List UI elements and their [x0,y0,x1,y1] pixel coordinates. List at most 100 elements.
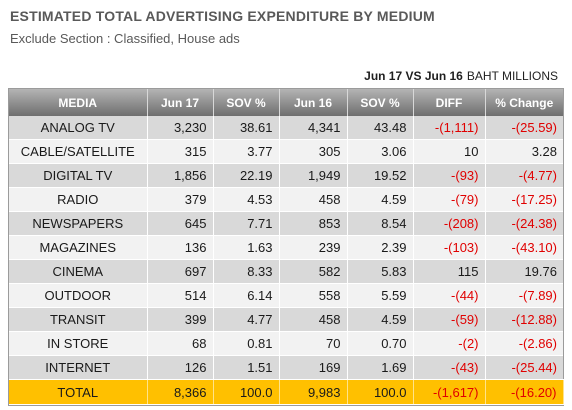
jun17-cell: 1,856 [147,163,214,188]
change-cell: 19.76 [485,259,563,284]
jun16-cell: 70 [279,331,348,356]
jun16-cell: 853 [279,211,348,236]
period-comparison: Jun 17 VS Jun 16 [364,69,463,83]
sov17-cell: 38.61 [213,116,280,140]
table-row: NEWSPAPERS 645 7.71 853 8.54 -(208) -(24.38) [9,211,563,236]
expenditure-table-container: MEDIA Jun 17 SOV % Jun 16 SOV % DIFF % C… [8,88,564,406]
table-row: CABLE/SATELLITE 315 3.77 305 3.06 10 3.28 [9,139,563,164]
table-row: OUTDOOR 514 6.14 558 5.59 -(44) -(7.89) [9,283,563,308]
sov17-cell: 1.51 [213,355,280,380]
col-header-sov17: SOV % [213,89,280,116]
diff-cell: -(93) [413,163,486,188]
sov16-cell: 4.59 [347,307,414,332]
col-header-media: MEDIA [9,89,148,116]
change-cell: -(43.10) [485,235,563,260]
table-row: MAGAZINES 136 1.63 239 2.39 -(103) -(43.10) [9,235,563,260]
jun16-cell: 305 [279,139,348,164]
sov17-cell: 22.19 [213,163,280,188]
sov16-cell: 5.83 [347,259,414,284]
col-header-change: % Change [485,89,563,116]
media-cell: DIGITAL TV [9,163,148,188]
table-row: CINEMA 697 8.33 582 5.83 115 19.76 [9,259,563,284]
jun16-cell: 558 [279,283,348,308]
change-cell: -(25.59) [485,116,563,140]
sov17-cell: 1.63 [213,235,280,260]
jun16-cell: 4,341 [279,116,348,140]
sov16-cell: 1.69 [347,355,414,380]
change-cell: -(25.44) [485,355,563,380]
media-cell: TRANSIT [9,307,148,332]
jun16-cell: 9,983 [279,379,348,405]
jun17-cell: 3,230 [147,116,214,140]
change-cell: -(17.25) [485,187,563,212]
table-row: TRANSIT 399 4.77 458 4.59 -(59) -(12.88) [9,307,563,332]
sov16-cell: 5.59 [347,283,414,308]
table-row: RADIO 379 4.53 458 4.59 -(79) -(17.25) [9,187,563,212]
sov17-cell: 6.14 [213,283,280,308]
report-title: ESTIMATED TOTAL ADVERTISING EXPENDITURE … [10,8,435,24]
media-cell: INTERNET [9,355,148,380]
jun16-cell: 239 [279,235,348,260]
diff-cell: 10 [413,139,486,164]
sov17-cell: 4.77 [213,307,280,332]
jun16-cell: 169 [279,355,348,380]
change-cell: -(4.77) [485,163,563,188]
diff-cell: -(208) [413,211,486,236]
diff-cell: -(103) [413,235,486,260]
col-header-jun16: Jun 16 [279,89,348,116]
table-row: ANALOG TV 3,230 38.61 4,341 43.48 -(1,111) -(2… [9,116,563,140]
change-cell: 3.28 [485,139,563,164]
period-label: Jun 17 VS Jun 16 BAHT MILLIONS [364,69,558,83]
media-cell: IN STORE [9,331,148,356]
jun16-cell: 458 [279,187,348,212]
unit-label: BAHT MILLIONS [466,69,558,83]
jun17-cell: 399 [147,307,214,332]
sov16-cell: 0.70 [347,331,414,356]
table-row: IN STORE 68 0.81 70 0.70 -(2) -(2.86) [9,331,563,356]
diff-cell: -(79) [413,187,486,212]
diff-cell: -(1,111) [413,116,486,140]
jun17-cell: 514 [147,283,214,308]
table-header-row: MEDIA Jun 17 SOV % Jun 16 SOV % DIFF % C… [9,89,563,116]
jun17-cell: 645 [147,211,214,236]
media-cell: CABLE/SATELLITE [9,139,148,164]
diff-cell: -(1,617) [413,379,486,405]
sov17-cell: 100.0 [213,379,280,405]
sov17-cell: 7.71 [213,211,280,236]
diff-cell: -(44) [413,283,486,308]
media-cell: CINEMA [9,259,148,284]
sov16-cell: 100.0 [347,379,414,405]
jun17-cell: 315 [147,139,214,164]
col-header-sov16: SOV % [347,89,414,116]
table-body: ANALOG TV 3,230 38.61 4,341 43.48 -(1,111) -(2… [9,116,564,405]
jun16-cell: 582 [279,259,348,284]
total-row: TOTAL 8,366 100.0 9,983 100.0 -(1,617) -(16.20… [9,379,564,405]
media-cell: RADIO [9,187,148,212]
change-cell: -(12.88) [485,307,563,332]
change-cell: -(16.20) [485,379,564,405]
jun17-cell: 697 [147,259,214,284]
diff-cell: 115 [413,259,486,284]
sov16-cell: 8.54 [347,211,414,236]
sov17-cell: 3.77 [213,139,280,164]
jun16-cell: 458 [279,307,348,332]
jun17-cell: 68 [147,331,214,356]
sov16-cell: 19.52 [347,163,414,188]
media-cell: NEWSPAPERS [9,211,148,236]
media-cell: OUTDOOR [9,283,148,308]
jun17-cell: 126 [147,355,214,380]
media-cell: TOTAL [9,379,148,405]
jun17-cell: 136 [147,235,214,260]
sov16-cell: 4.59 [347,187,414,212]
jun17-cell: 8,366 [147,379,214,405]
sov16-cell: 3.06 [347,139,414,164]
diff-cell: -(2) [413,331,486,356]
col-header-jun17: Jun 17 [147,89,214,116]
sov17-cell: 0.81 [213,331,280,356]
col-header-diff: DIFF [413,89,486,116]
jun16-cell: 1,949 [279,163,348,188]
media-cell: ANALOG TV [9,116,148,140]
sov17-cell: 8.33 [213,259,280,284]
change-cell: -(24.38) [485,211,563,236]
diff-cell: -(59) [413,307,486,332]
